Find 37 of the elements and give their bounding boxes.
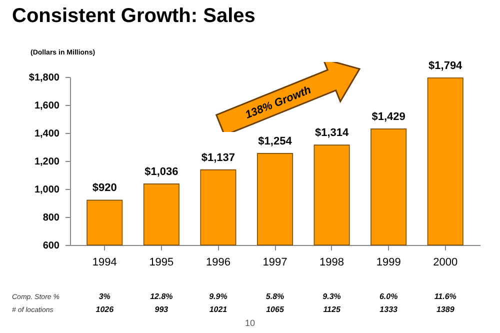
data-label: $1,314	[314, 127, 350, 140]
text: 11.6%	[434, 292, 456, 301]
text: 1065	[266, 305, 284, 314]
data-label: $1,794	[428, 60, 464, 72]
x-tick-label: 1999	[376, 256, 401, 268]
text: 3%	[98, 292, 110, 301]
data-label: $1,429	[372, 110, 406, 123]
y-tick-label: 800	[42, 212, 60, 224]
text: 9.3%	[322, 292, 341, 301]
data-label: $920	[92, 182, 117, 194]
text: 6.0%	[379, 292, 398, 301]
text: 12.8%	[150, 292, 173, 301]
x-tick-label: 1996	[206, 256, 230, 268]
y-tick-label: 1,400	[34, 128, 60, 140]
text: 1026	[96, 305, 114, 314]
text: 9.9%	[209, 292, 228, 301]
data-label: $1,254	[258, 135, 293, 148]
x-tick-label: 1994	[92, 256, 117, 268]
text: 1021	[209, 305, 228, 314]
text: 993	[154, 305, 169, 314]
text: 1389	[436, 305, 455, 314]
text: 10	[244, 318, 256, 328]
text: 1125	[323, 305, 341, 314]
x-tick-label: 1995	[149, 256, 174, 268]
y-tick-label: $1,800	[28, 72, 60, 84]
x-tick-label: 2000	[433, 256, 458, 268]
chart-title: Consistent Growth: Sales	[12, 5, 256, 27]
y-tick-label: 1,600	[34, 100, 60, 112]
x-tick-label: 1998	[320, 256, 344, 268]
y-tick-label: 600	[42, 240, 60, 252]
y-tick-label: 1,200	[34, 156, 60, 168]
x-tick-label: 1997	[262, 256, 288, 268]
text: 1333	[380, 305, 398, 314]
data-label: $1,137	[201, 152, 236, 164]
text: 5.8%	[266, 292, 284, 301]
data-label: $1,036	[144, 166, 178, 178]
y-tick-label: 1,000	[34, 184, 60, 196]
